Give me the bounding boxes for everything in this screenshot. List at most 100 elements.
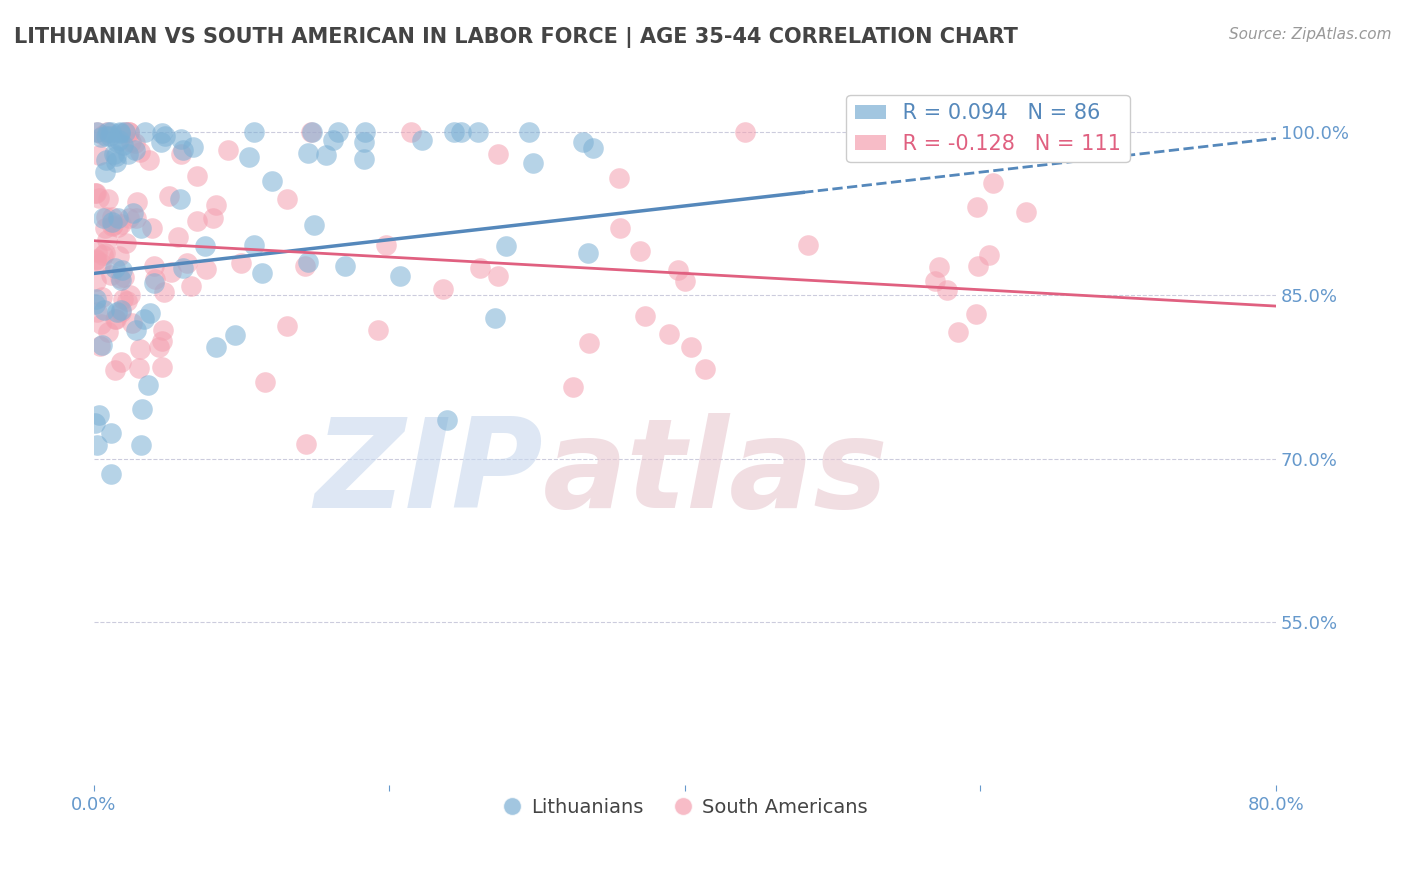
Point (242, 125, 264, 139)
Point (172, 144, 194, 158)
Point (150, 360, 173, 375)
Point (132, 312, 155, 326)
Point (128, 145, 150, 159)
Text: Source: ZipAtlas.com: Source: ZipAtlas.com (1229, 27, 1392, 42)
Point (101, 210, 124, 224)
Point (115, 235, 138, 250)
Point (91, 211, 114, 225)
Point (93, 303, 115, 318)
Point (86, 304, 108, 318)
Point (110, 305, 132, 319)
Point (562, 380, 585, 394)
Point (276, 318, 298, 333)
Point (105, 155, 128, 169)
Point (110, 218, 132, 232)
Point (231, 256, 253, 270)
Point (467, 125, 489, 139)
Point (124, 143, 146, 157)
Point (90, 256, 112, 270)
Point (276, 193, 298, 207)
Point (83, 296, 105, 310)
Point (141, 220, 163, 235)
Text: atlas: atlas (543, 413, 889, 534)
Point (84, 252, 107, 266)
Point (367, 323, 389, 337)
Point (666, 262, 689, 277)
Point (91, 128, 114, 143)
Point (181, 140, 204, 154)
Point (104, 312, 127, 326)
Point (114, 270, 136, 285)
Point (110, 303, 132, 318)
Point (607, 170, 630, 185)
Point (484, 311, 506, 326)
Point (148, 340, 170, 354)
Point (150, 135, 173, 149)
Point (131, 221, 153, 235)
Point (159, 265, 181, 279)
Point (125, 211, 148, 226)
Point (965, 308, 987, 322)
Point (315, 148, 337, 162)
Text: LITHUANIAN VS SOUTH AMERICAN IN LABOR FORCE | AGE 35-44 CORRELATION CHART: LITHUANIAN VS SOUTH AMERICAN IN LABOR FO… (14, 27, 1018, 48)
Point (83, 416, 105, 430)
Point (486, 146, 509, 161)
Point (172, 260, 194, 275)
Point (301, 125, 323, 139)
Point (127, 194, 149, 209)
Point (91, 338, 114, 352)
Point (180, 279, 202, 293)
Point (928, 260, 950, 275)
Point (114, 125, 136, 139)
Point (170, 147, 193, 161)
Point (90, 130, 112, 145)
Point (91, 290, 114, 304)
Point (104, 260, 127, 275)
Point (138, 153, 160, 167)
Point (108, 126, 131, 140)
Point (679, 340, 702, 354)
Point (91, 247, 114, 261)
Point (89, 339, 111, 353)
Point (630, 244, 652, 258)
Point (353, 152, 375, 166)
Point (322, 133, 344, 147)
Point (143, 272, 166, 286)
Point (105, 149, 128, 163)
Point (609, 220, 631, 235)
Point (100, 125, 122, 139)
Point (734, 125, 756, 139)
Point (124, 136, 146, 150)
Point (250, 266, 273, 280)
Point (935, 284, 957, 298)
Point (217, 143, 239, 157)
Point (100, 215, 122, 229)
Point (201, 211, 224, 226)
Point (94, 211, 117, 225)
Point (96, 153, 118, 168)
Point (90, 317, 112, 331)
Point (658, 326, 681, 341)
Point (84, 253, 107, 268)
Point (634, 309, 657, 323)
Point (94, 220, 117, 235)
Point (86, 244, 108, 259)
Point (107, 211, 129, 226)
Point (468, 261, 491, 276)
Point (374, 238, 396, 252)
Point (125, 323, 148, 337)
Point (186, 214, 208, 228)
Point (194, 262, 217, 277)
Point (924, 274, 946, 288)
Point (100, 467, 122, 481)
Point (495, 238, 517, 252)
Point (450, 125, 472, 139)
Point (104, 363, 127, 377)
Point (238, 150, 260, 164)
Point (260, 174, 283, 188)
Point (389, 268, 412, 283)
Point (153, 285, 176, 299)
Point (399, 125, 422, 139)
Point (101, 218, 124, 232)
Point (522, 156, 544, 170)
